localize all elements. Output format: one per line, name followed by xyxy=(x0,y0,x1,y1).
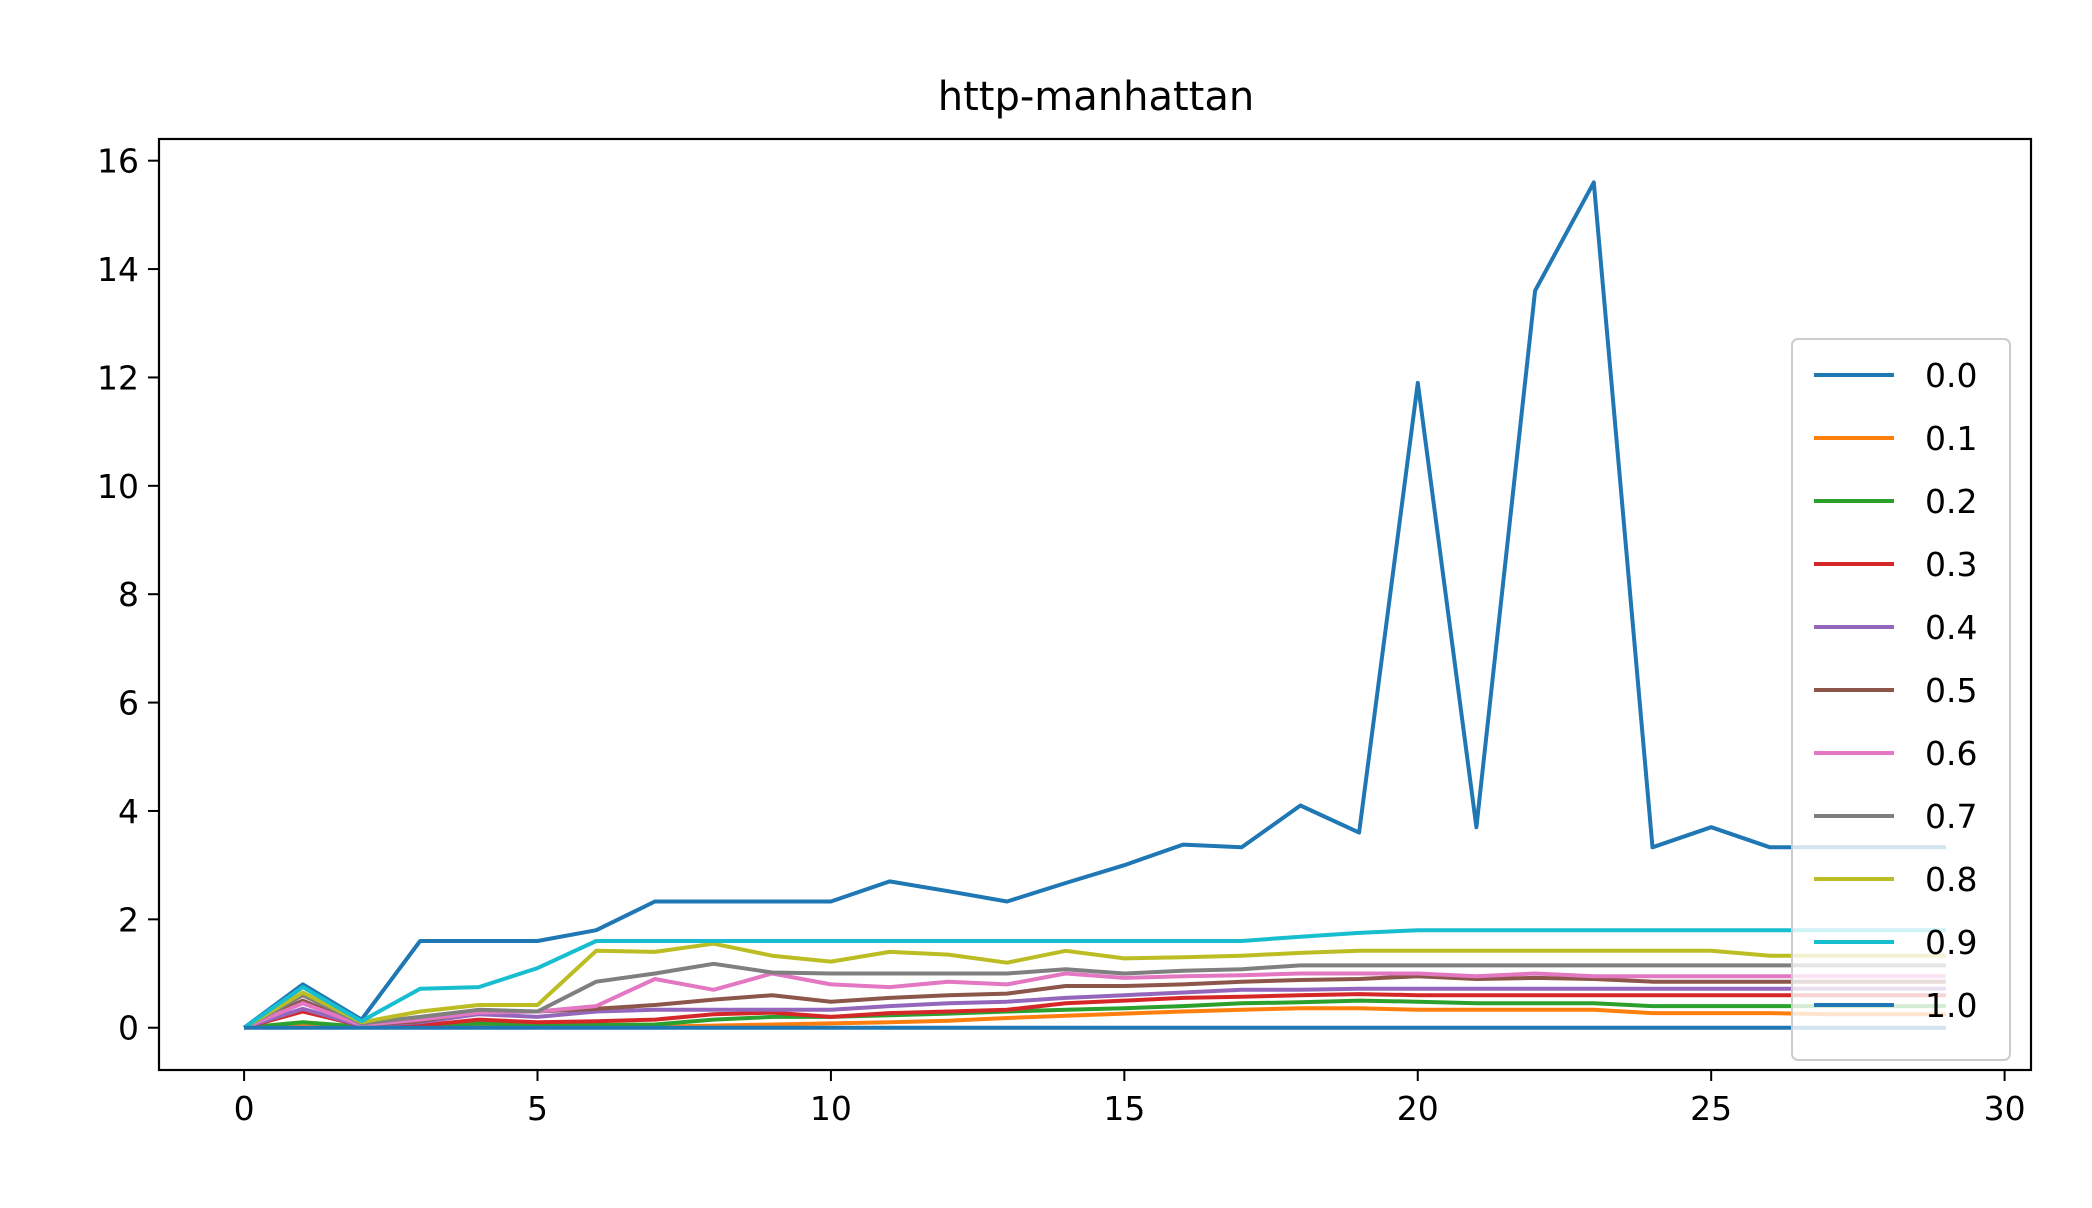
series-line-0-3 xyxy=(243,992,1946,1030)
x-tick-label: 15 xyxy=(1103,1089,1145,1128)
series-line-0-7 xyxy=(243,961,1946,1030)
legend-label: 0.3 xyxy=(1925,545,1977,584)
legend: 0.0 0.1 0.2 0.3 0.4 0.5 0.6 0.7 0.8 0.9 1.0 xyxy=(1791,338,2011,1061)
y-tick-label: 0 xyxy=(118,1009,139,1048)
y-tick-label: 12 xyxy=(97,358,139,397)
x-tick-label: 0 xyxy=(234,1089,255,1128)
legend-label: 0.1 xyxy=(1925,419,1977,458)
legend-label: 0.2 xyxy=(1925,482,1977,521)
legend-label: 0.6 xyxy=(1925,734,1977,773)
y-tick-label: 2 xyxy=(118,900,139,939)
legend-label: 0.8 xyxy=(1925,860,1977,899)
legend-label: 0.7 xyxy=(1925,797,1977,836)
x-tick-label: 10 xyxy=(810,1089,852,1128)
x-axis: 0 5 10 15 20 25 30 xyxy=(234,1070,2026,1128)
y-tick-label: 4 xyxy=(118,792,139,831)
legend-label: 0.4 xyxy=(1925,608,1977,647)
x-tick-label: 25 xyxy=(1690,1089,1732,1128)
series-line-0-4 xyxy=(243,986,1946,1030)
legend-label: 0.0 xyxy=(1925,356,1977,395)
x-tick-label: 30 xyxy=(1984,1089,2026,1128)
y-tick-label: 10 xyxy=(97,467,139,506)
x-tick-label: 20 xyxy=(1397,1089,1439,1128)
y-tick-label: 6 xyxy=(118,684,139,723)
legend-label: 0.5 xyxy=(1925,671,1977,710)
legend-label: 1.0 xyxy=(1925,986,1977,1025)
series-line-0-9 xyxy=(242,928,1946,1030)
chart-title: http-manhattan xyxy=(938,74,1254,120)
plot-lines xyxy=(242,180,1946,1030)
series-line-0-0 xyxy=(242,180,1946,1030)
y-tick-label: 16 xyxy=(97,142,139,181)
y-tick-label: 8 xyxy=(118,575,139,614)
plot-frame xyxy=(157,137,2033,1072)
x-tick-label: 5 xyxy=(527,1089,548,1128)
legend-label: 0.9 xyxy=(1925,923,1977,962)
y-tick-label: 14 xyxy=(97,250,139,289)
y-axis: 0 2 4 6 8 10 12 14 16 xyxy=(97,142,159,1048)
series-line-0-2 xyxy=(243,998,1946,1030)
series-line-0-8 xyxy=(243,941,1946,1030)
